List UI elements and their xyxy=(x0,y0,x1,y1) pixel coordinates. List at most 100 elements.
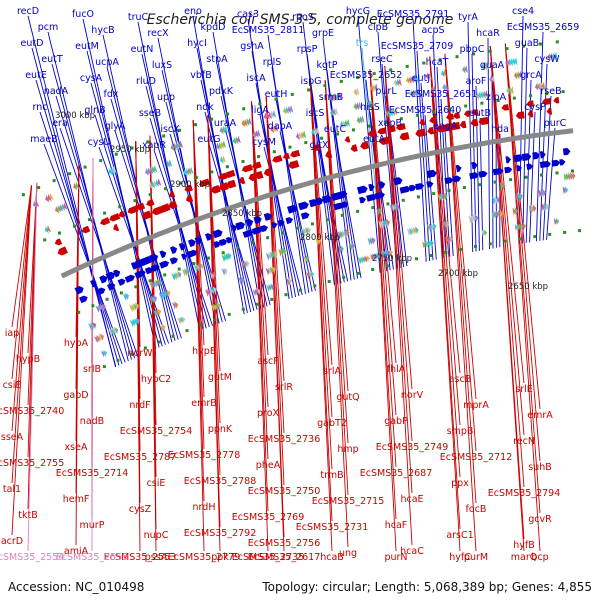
gene-label: arsC1 xyxy=(446,530,473,541)
gene-label: EcSMS35_2715 xyxy=(312,496,385,507)
gene-label: EcSMS35_2788 xyxy=(184,476,257,487)
label-leader-line xyxy=(384,65,413,546)
forward-gene-arrow xyxy=(169,257,178,265)
cog-feature-block xyxy=(424,241,428,249)
cog-feature-block xyxy=(376,252,380,260)
scale-dot xyxy=(157,340,161,344)
label-leader-line xyxy=(27,182,38,552)
cog-feature-block xyxy=(46,225,52,233)
gene-label: EcSMS35_2687 xyxy=(360,468,433,479)
scale-tick-label: 2650 kbp xyxy=(508,282,548,292)
reverse-gene-arrow xyxy=(184,184,193,192)
gene-label: rpsP xyxy=(297,44,318,55)
gene-label: gshA xyxy=(240,41,264,52)
cog-feature-block xyxy=(474,214,479,223)
cog-feature-block xyxy=(543,202,547,211)
cog-feature-block xyxy=(518,223,523,231)
cog-feature-block xyxy=(367,237,372,246)
cog-feature-block xyxy=(147,167,152,175)
cog-feature-block xyxy=(178,140,184,149)
cog-feature-block xyxy=(208,287,214,296)
gene-label: smpB xyxy=(447,426,474,437)
forward-gene-arrow xyxy=(149,253,159,263)
gene-label: eutA xyxy=(363,134,386,145)
forward-gene-arrow xyxy=(150,264,160,273)
cog-feature-block xyxy=(315,237,320,246)
scale-dot xyxy=(488,242,492,246)
cog-feature-block xyxy=(462,65,466,74)
label-leader-line xyxy=(467,21,474,253)
cog-feature-block xyxy=(225,253,230,261)
cog-feature-block xyxy=(391,108,396,116)
cog-feature-block xyxy=(254,288,259,296)
forward-gene-arrow xyxy=(178,243,186,251)
scale-dot xyxy=(462,186,466,189)
reverse-gene-arrow xyxy=(113,223,120,232)
gene-label: zipA xyxy=(486,92,507,103)
cog-feature-block xyxy=(177,271,182,279)
gene-label: EcSMS35_2731 xyxy=(296,522,369,533)
scale-dot xyxy=(372,72,376,76)
reverse-gene-arrow xyxy=(459,120,467,129)
scale-dot xyxy=(114,152,118,156)
scale-dot xyxy=(134,285,138,289)
cog-feature-block xyxy=(331,93,336,102)
gene-label: clpB xyxy=(368,22,388,33)
reverse-gene-arrow xyxy=(387,125,396,133)
gene-label: iscX xyxy=(160,124,180,135)
cog-feature-block xyxy=(372,253,376,261)
scale-dot xyxy=(447,189,451,192)
scale-dot xyxy=(221,251,225,255)
scale-dot xyxy=(164,187,167,191)
cog-feature-block xyxy=(265,267,270,276)
cog-feature-block xyxy=(243,260,248,269)
label-leader-line xyxy=(429,56,461,374)
scale-dot xyxy=(77,310,81,314)
label-leader-line xyxy=(542,95,552,241)
scale-dot xyxy=(270,297,274,301)
gene-label: hmp xyxy=(337,444,358,455)
cog-feature-block xyxy=(112,165,117,174)
gene-label: eutM xyxy=(75,41,99,52)
forward-gene-arrow xyxy=(230,224,238,232)
gene-label: sseB xyxy=(139,108,161,119)
scale-dot xyxy=(383,120,387,124)
gene-label: suhB xyxy=(528,462,552,473)
scale-dot xyxy=(503,239,507,243)
label-leader-line xyxy=(489,46,525,552)
cog-feature-block xyxy=(391,203,396,212)
forward-gene-arrow xyxy=(308,199,318,208)
gene-label: hcaB xyxy=(320,552,344,563)
gene-label: ppnK xyxy=(208,424,233,435)
scale-dot xyxy=(455,55,459,59)
scale-dot xyxy=(444,250,448,254)
forward-gene-arrow xyxy=(366,193,378,202)
label-leader-line xyxy=(429,56,461,552)
gene-label: recN xyxy=(513,436,535,447)
forward-gene-arrow xyxy=(194,236,202,245)
cog-feature-block xyxy=(149,181,154,190)
reverse-gene-arrow xyxy=(136,202,146,211)
cog-feature-block xyxy=(266,284,271,292)
label-leader-line xyxy=(55,95,136,359)
forward-gene-arrow xyxy=(298,201,309,211)
scale-dot xyxy=(185,329,189,333)
label-leader-line xyxy=(309,84,333,552)
gene-label: pcm xyxy=(38,22,59,33)
reverse-gene-arrow xyxy=(199,178,211,187)
gene-label: bcp xyxy=(531,552,548,563)
label-leader-line xyxy=(444,53,477,400)
cog-feature-block xyxy=(335,92,340,101)
cog-feature-block xyxy=(193,264,199,273)
scale-dot xyxy=(327,280,331,283)
scale-dot xyxy=(464,104,468,108)
cog-feature-block xyxy=(265,252,270,261)
cog-feature-block xyxy=(270,283,275,291)
cog-feature-block xyxy=(252,130,257,139)
gene-label: iscS xyxy=(306,108,325,119)
gene-label: hemF xyxy=(63,494,90,505)
gene-label: hyfC xyxy=(449,552,471,563)
cog-feature-block xyxy=(374,253,378,260)
gene-label: EcSMS35_2736 xyxy=(248,434,321,445)
scale-dot xyxy=(356,209,360,213)
